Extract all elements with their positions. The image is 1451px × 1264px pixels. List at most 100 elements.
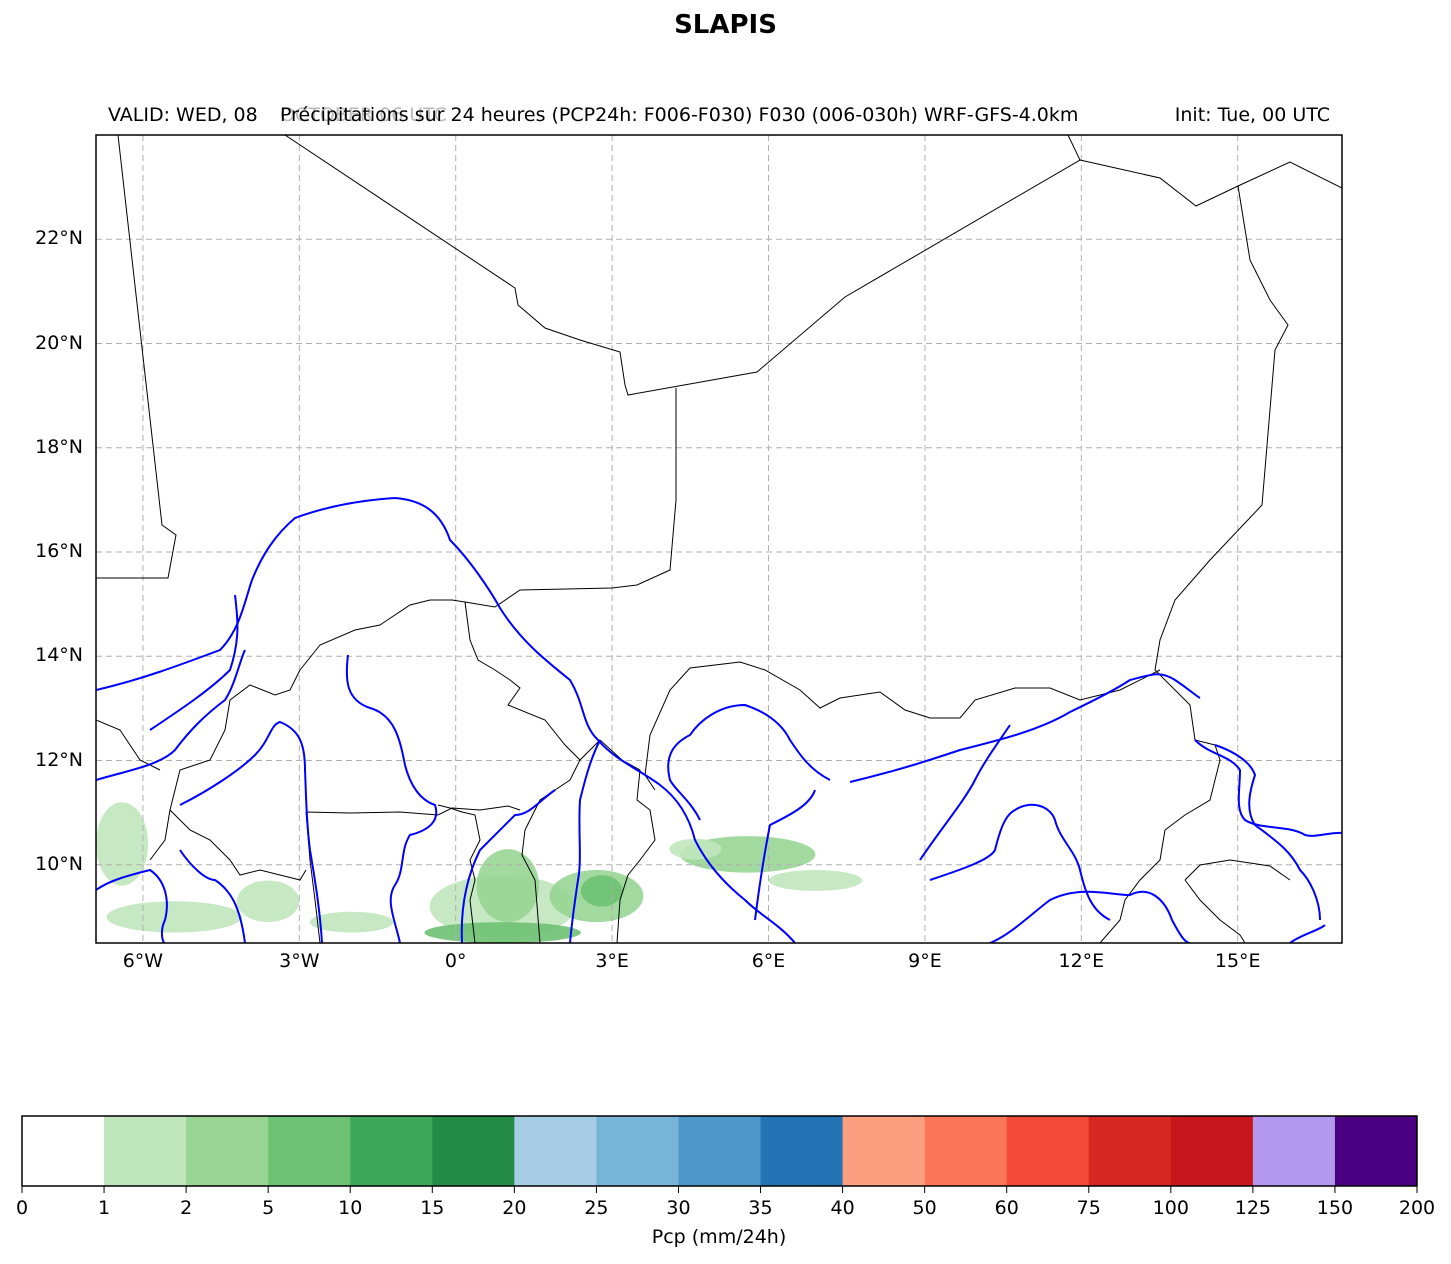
lat-tick-label: 14°N [35, 644, 83, 667]
colorbar-tick-label: 20 [502, 1197, 527, 1219]
lat-tick-label: 16°N [35, 540, 83, 563]
logone-river [1194, 739, 1342, 837]
precip-area [106, 901, 242, 933]
upper-niger [96, 868, 168, 943]
colorbar-segment [596, 1116, 679, 1186]
map-frame [95, 134, 1343, 944]
precip-area [236, 880, 300, 923]
colorbar-tick-label: 60 [994, 1197, 1019, 1219]
sokoto-river [667, 703, 831, 821]
lon-tick-label: 6°W [122, 950, 164, 972]
niger-river [96, 496, 796, 943]
border-benin-togo [521, 759, 581, 943]
colorbar-segment [1170, 1116, 1254, 1186]
bani-river [149, 594, 239, 731]
colorbar-segment [1334, 1116, 1418, 1186]
border-mali-burkina [149, 669, 301, 861]
border-cameroon-car [1184, 859, 1291, 881]
colorbar-tick-label: 150 [1316, 1197, 1354, 1219]
lat-tick-label: 18°N [35, 435, 83, 458]
precip-area [669, 838, 722, 860]
colorbar-segment [842, 1116, 926, 1186]
colorbar-segment [514, 1116, 597, 1186]
lat-tick-label: 20°N [35, 331, 83, 354]
precip-area [768, 870, 863, 891]
white-volta [345, 654, 438, 943]
colorbar-segment [186, 1116, 269, 1186]
precip-area [424, 922, 581, 943]
border-ivory-burkina [169, 809, 307, 881]
header-faded-date: OCTOBER 06 UTC [280, 104, 447, 126]
colorbar-segment [678, 1116, 762, 1186]
figure-title: SLAPIS [674, 10, 777, 40]
border-burkina-niger [464, 601, 601, 761]
lon-tick-label: 12°E [1058, 950, 1105, 972]
oti-river [460, 789, 556, 943]
colorbar-segment [268, 1116, 351, 1186]
lat-tick-label: 12°N [35, 748, 83, 771]
lon-tick-label: 9°E [908, 950, 942, 972]
lon-tick-label: 6°E [751, 950, 786, 972]
colorbar-tick-label: 1 [98, 1197, 111, 1219]
colorbar-label: Pcp (mm/24h) [651, 1226, 787, 1248]
border-benin-nigeria [599, 739, 656, 943]
komadugu-river [849, 673, 1201, 783]
colorbar-tick-label: 25 [584, 1197, 609, 1219]
border-mauritania-mali [96, 135, 177, 579]
colorbar-tick-label: 200 [1398, 1197, 1436, 1219]
benue-river [989, 890, 1191, 943]
colorbar-frame [21, 1115, 1418, 1187]
colorbar-segment [924, 1116, 1008, 1186]
country-borders [96, 135, 1342, 943]
black-volta [179, 720, 323, 943]
rivers [96, 496, 1342, 943]
colorbar-segment [22, 1116, 105, 1186]
ouemene-river [569, 739, 601, 943]
bandama-river [179, 849, 246, 943]
border-niger-nigeria [644, 661, 1161, 791]
colorbar-tick-label: 75 [1076, 1197, 1101, 1219]
colorbar-segment [350, 1116, 433, 1186]
rima-river [754, 789, 816, 921]
colorbar-tick-label: 40 [830, 1197, 855, 1219]
colorbar-tick-label: 125 [1234, 1197, 1271, 1219]
border-cameroon-car-2 [1184, 879, 1246, 943]
colorbar-tick-label: 10 [338, 1197, 363, 1219]
colorbar-tick-label: 5 [262, 1197, 275, 1219]
border-chad-cameroon [1099, 744, 1221, 943]
colorbar-segment [760, 1116, 844, 1186]
hadejia-river [919, 724, 1011, 861]
precip-area [309, 911, 394, 933]
colorbar-segment [104, 1116, 187, 1186]
colorbar-tick-label: 0 [15, 1197, 29, 1219]
colorbar-tick-label: 35 [748, 1197, 773, 1219]
header-valid-time: VALID: WED, 08 [108, 104, 258, 126]
lon-tick-label: 0° [444, 950, 467, 972]
colorbar-tick-label: 100 [1152, 1197, 1189, 1219]
lon-tick-label: 3°E [595, 950, 629, 972]
colorbar-segment [1252, 1116, 1336, 1186]
header-init-time: Init: Tue, 00 UTC [1174, 104, 1330, 126]
header-product-description: Précipitations sur 24 heures (PCP24h: F0… [280, 104, 1079, 126]
colorbar-tick-label: 50 [912, 1197, 937, 1219]
colorbar-tick-label: 2 [180, 1197, 193, 1219]
border-ghana-togo [437, 804, 481, 943]
border-niger-chad [1154, 185, 1289, 746]
colorbar-segment [432, 1116, 515, 1186]
colorbar-segment [1088, 1116, 1172, 1186]
niger-river-branch [96, 649, 246, 781]
precip-area [476, 849, 540, 923]
lon-tick-label: 15°E [1214, 950, 1261, 972]
gongola-river [929, 803, 1111, 921]
graticule [96, 135, 1342, 943]
border-algeria-mali [284, 135, 1081, 396]
chad-lake-river [1289, 924, 1326, 943]
lon-tick-label: 3°W [279, 950, 320, 972]
colorbar-tick-label: 30 [666, 1197, 691, 1219]
colorbar-segment [1006, 1116, 1090, 1186]
border-algeria-libya [1079, 159, 1342, 207]
border-burkina-ghana [305, 805, 521, 816]
lat-tick-label: 22°N [35, 227, 83, 250]
